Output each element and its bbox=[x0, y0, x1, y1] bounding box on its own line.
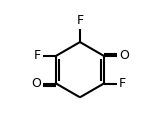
Text: O: O bbox=[31, 77, 41, 90]
Text: F: F bbox=[34, 49, 41, 62]
Text: F: F bbox=[76, 14, 83, 27]
Text: F: F bbox=[119, 77, 126, 90]
Text: O: O bbox=[119, 49, 129, 62]
